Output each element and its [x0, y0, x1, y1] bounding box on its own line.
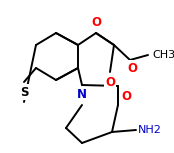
Text: S: S [20, 86, 28, 99]
Text: CH3: CH3 [152, 50, 174, 60]
Text: NH2: NH2 [138, 125, 162, 135]
Text: O: O [127, 62, 137, 75]
Text: O: O [121, 91, 131, 103]
Text: O: O [105, 75, 115, 88]
Text: O: O [91, 15, 101, 28]
Text: N: N [77, 88, 87, 101]
